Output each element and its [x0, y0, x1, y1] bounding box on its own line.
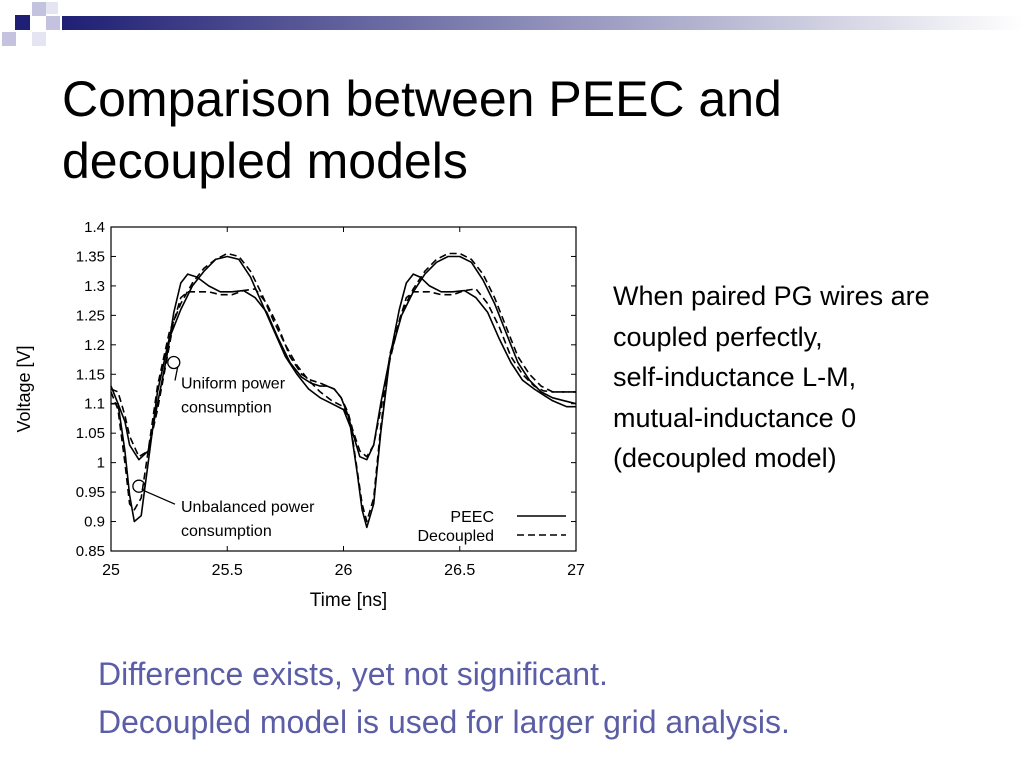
deco-square-1: [15, 15, 30, 30]
title-line-2: decoupled models: [62, 133, 468, 189]
series-line-decoupled-1: [110, 288, 576, 458]
x-tick-label: 25.5: [212, 562, 243, 579]
conclusion-line-2: Decoupled model is used for larger grid …: [98, 704, 790, 740]
corner-decoration: [2, 2, 1024, 46]
title-line-1: Comparison between PEEC and: [62, 71, 782, 127]
y-tick-label: 1.1: [84, 396, 105, 413]
annotation-label: consumption: [181, 399, 272, 416]
y-tick-label: 0.85: [76, 543, 105, 560]
note-line-4: mutual-inductance 0: [613, 402, 857, 433]
annotation-label: consumption: [181, 523, 272, 540]
x-tick-label: 26: [335, 562, 353, 579]
annotation-leader: [174, 366, 179, 381]
note-line-5: (decoupled model): [613, 443, 837, 473]
slide-title: Comparison between PEEC and decoupled mo…: [62, 68, 962, 192]
y-tick-label: 0.9: [84, 514, 105, 531]
deco-square-3: [2, 32, 16, 46]
annotation-label: Uniform power: [181, 375, 286, 392]
conclusion-text: Difference exists, yet not significant. …: [98, 650, 998, 746]
annotation-marker: [132, 479, 146, 493]
x-axis-label: Time [ns]: [310, 590, 387, 611]
annotation-marker: [167, 355, 181, 370]
voltage-chart-svg: 25 25.5 26 26.5 27 0.85 0.9 0.95 1 1.05 1.1 1.15 1.2…: [14, 219, 585, 611]
legend-label: PEEC: [450, 509, 494, 526]
legend-label: Decoupled: [418, 528, 495, 545]
note-line-1: When paired PG wires are: [613, 281, 930, 311]
y-tick-label: 1.4: [84, 219, 105, 236]
decoupling-note: When paired PG wires are coupled perfect…: [613, 276, 1018, 479]
deco-square-2: [32, 2, 46, 16]
header-gradient-band: [62, 16, 1024, 30]
note-line-3: self-inductance L-M,: [613, 362, 857, 392]
deco-square-4: [32, 32, 46, 46]
y-axis-label: Voltage [V]: [14, 345, 34, 432]
annotation-leader: [142, 489, 176, 505]
y-tick-label: 1.25: [76, 307, 105, 324]
series-line-decoupled-3: [110, 252, 576, 523]
y-tick-label: 1.2: [84, 337, 105, 354]
deco-square-5: [46, 16, 60, 30]
x-tick-label: 26.5: [444, 562, 475, 579]
y-tick-label: 1.05: [76, 425, 105, 442]
conclusion-line-1: Difference exists, yet not significant.: [98, 656, 608, 692]
y-tick-label: 0.95: [76, 484, 105, 501]
note-line-2: coupled perfectly,: [613, 321, 823, 352]
deco-square-6: [46, 2, 58, 14]
x-tick-label: 25: [102, 562, 120, 579]
x-tick-label: 27: [567, 562, 585, 579]
series-line-peec-0: [111, 273, 576, 461]
voltage-chart: 25 25.5 26 26.5 27 0.85 0.9 0.95 1 1.05 1.1 1.15 1.2…: [0, 210, 600, 620]
series-line-peec-2: [110, 255, 577, 529]
y-tick-label: 1.35: [76, 248, 105, 265]
y-tick-label: 1: [97, 455, 105, 472]
y-tick-label: 1.15: [76, 366, 105, 383]
y-tick-label: 1.3: [84, 278, 105, 295]
annotation-label: Unbalanced power: [181, 499, 315, 516]
